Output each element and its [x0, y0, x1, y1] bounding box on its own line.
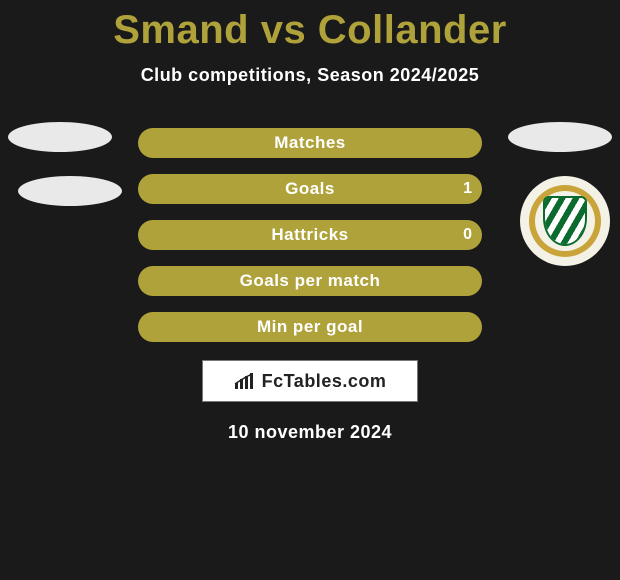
club-crest-right [520, 176, 610, 266]
source-logo-text: FcTables.com [262, 371, 387, 392]
stat-value-right: 1 [463, 180, 472, 198]
page-title: Smand vs Collander [0, 0, 620, 53]
stat-label: Matches [138, 133, 482, 153]
stat-row-goals-per-match: Goals per match [138, 266, 482, 296]
date-label: 10 november 2024 [0, 422, 620, 443]
stat-row-hattricks: Hattricks 0 [138, 220, 482, 250]
stat-label: Goals [138, 179, 482, 199]
crest-icon [529, 185, 601, 257]
stat-row-min-per-goal: Min per goal [138, 312, 482, 342]
source-logo: FcTables.com [202, 360, 418, 402]
stat-row-matches: Matches [138, 128, 482, 158]
player-right-badge-1 [508, 122, 612, 152]
stat-label: Hattricks [138, 225, 482, 245]
stat-row-goals: Goals 1 [138, 174, 482, 204]
stat-label: Min per goal [138, 317, 482, 337]
stat-label: Goals per match [138, 271, 482, 291]
player-left-badge-1 [8, 122, 112, 152]
bar-chart-icon [234, 372, 256, 390]
player-left-badge-2 [18, 176, 122, 206]
subtitle: Club competitions, Season 2024/2025 [0, 65, 620, 86]
stat-value-right: 0 [463, 226, 472, 244]
